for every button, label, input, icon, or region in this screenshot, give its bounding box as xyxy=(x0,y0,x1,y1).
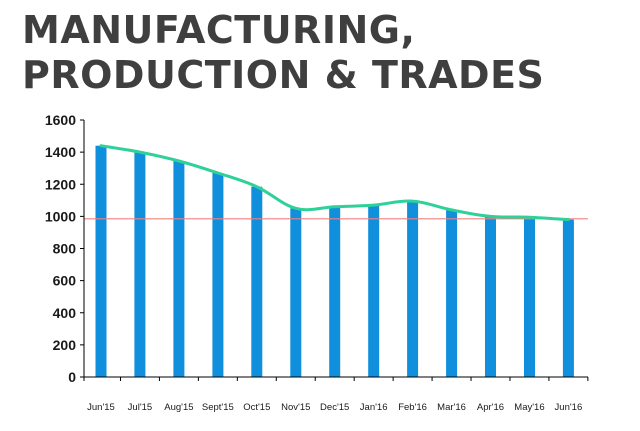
chart-title-line-1: MANUFACTURING, xyxy=(22,8,416,52)
y-tick-label: 0 xyxy=(68,369,76,385)
bar xyxy=(329,206,341,377)
x-tick-label: Aug'15 xyxy=(164,402,193,413)
y-tick-label: 400 xyxy=(53,305,77,321)
y-tick-label: 1400 xyxy=(45,144,76,160)
x-tick-label: Mar'16 xyxy=(437,402,466,413)
x-tick-label: Jan'16 xyxy=(360,402,388,413)
bar xyxy=(173,161,185,377)
trend-line-group xyxy=(99,144,570,222)
bar xyxy=(368,205,380,377)
x-tick-label: Jul'15 xyxy=(128,402,153,413)
axes-group: 0 200 400 600 800 1000 1200 1400 1600 Jun'15 Jul'1… xyxy=(45,112,589,413)
trend-line xyxy=(99,144,570,222)
bar xyxy=(524,217,535,377)
bar xyxy=(407,201,419,377)
y-tick-label: 1200 xyxy=(45,176,76,192)
x-tick-label: Feb'16 xyxy=(398,402,427,413)
x-tick-label: Apr'16 xyxy=(477,402,504,413)
bar xyxy=(485,216,496,377)
x-tick-label: Jun'15 xyxy=(87,402,115,413)
bar xyxy=(95,145,107,377)
x-tick-label: Sept'15 xyxy=(202,402,234,413)
y-tick-label: 1600 xyxy=(45,112,76,128)
bar xyxy=(212,173,224,377)
x-tick-label: Jun'16 xyxy=(555,402,583,413)
bar xyxy=(562,219,574,377)
chart-title-line-2: PRODUCTION & TRADES xyxy=(22,53,545,97)
x-tick-label: Dec'15 xyxy=(320,402,349,413)
y-tick-label: 600 xyxy=(53,273,77,289)
x-tick-label: Nov'15 xyxy=(281,402,310,413)
x-tick-label: May'16 xyxy=(514,402,544,413)
x-tick-label: Oct'15 xyxy=(243,402,270,413)
chart-title: MANUFACTURING, PRODUCTION & TRADES xyxy=(22,8,544,98)
y-tick-label: 1000 xyxy=(45,208,76,224)
y-tick-label: 200 xyxy=(53,337,77,353)
y-tick-label: 800 xyxy=(53,241,77,257)
bar xyxy=(134,152,146,377)
bars-group xyxy=(95,145,574,377)
bar xyxy=(446,209,458,377)
bar xyxy=(251,186,263,377)
bar xyxy=(290,208,302,377)
